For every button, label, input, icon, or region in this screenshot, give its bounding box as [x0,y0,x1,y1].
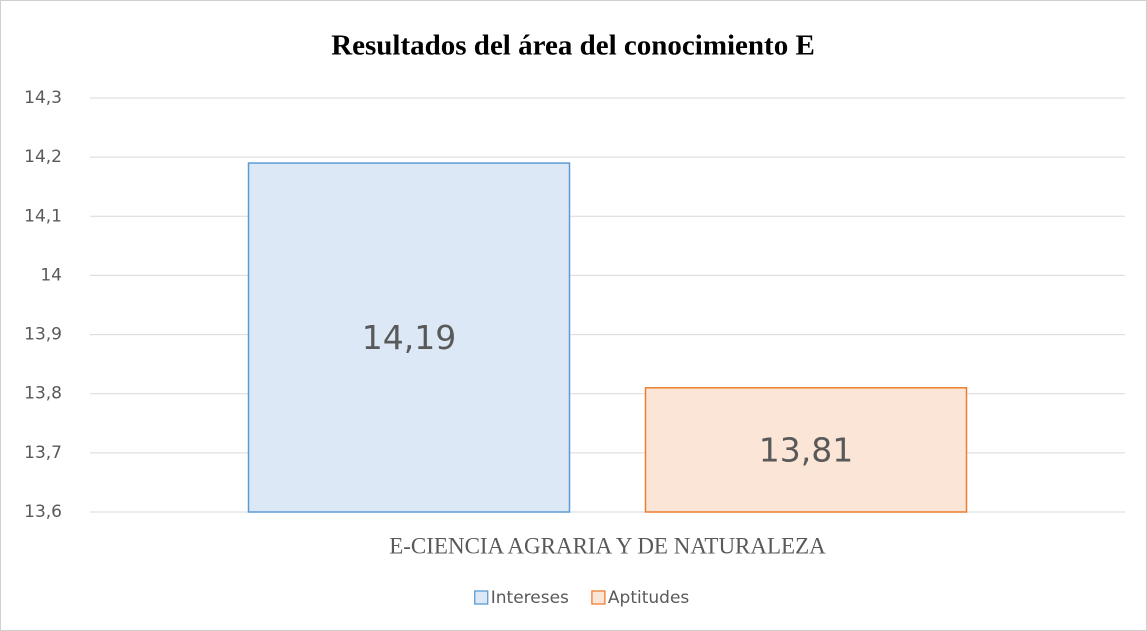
bar [247,162,571,513]
data-label: 14,19 [362,318,456,357]
bar [644,387,968,513]
legend-label: Intereses [491,588,569,608]
y-tick-label: 14,3 [24,88,62,108]
y-tick-label: 13,7 [24,443,62,463]
y-tick-label: 13,8 [24,384,62,404]
y-tick-label: 14,1 [24,206,62,226]
data-label: 13,81 [759,430,853,469]
legend-label: Aptitudes [608,588,689,608]
y-tick-label: 13,6 [24,502,62,522]
legend-swatch [591,590,606,605]
legend-swatch [474,590,489,605]
y-tick-label: 13,9 [24,325,62,345]
y-tick-label: 14 [40,265,62,285]
x-tick-label: E-CIENCIA AGRARIA Y DE NATURALEZA [389,533,826,558]
y-tick-label: 14,2 [24,147,62,167]
chart-title: Resultados del área del conocimiento E [331,30,815,62]
